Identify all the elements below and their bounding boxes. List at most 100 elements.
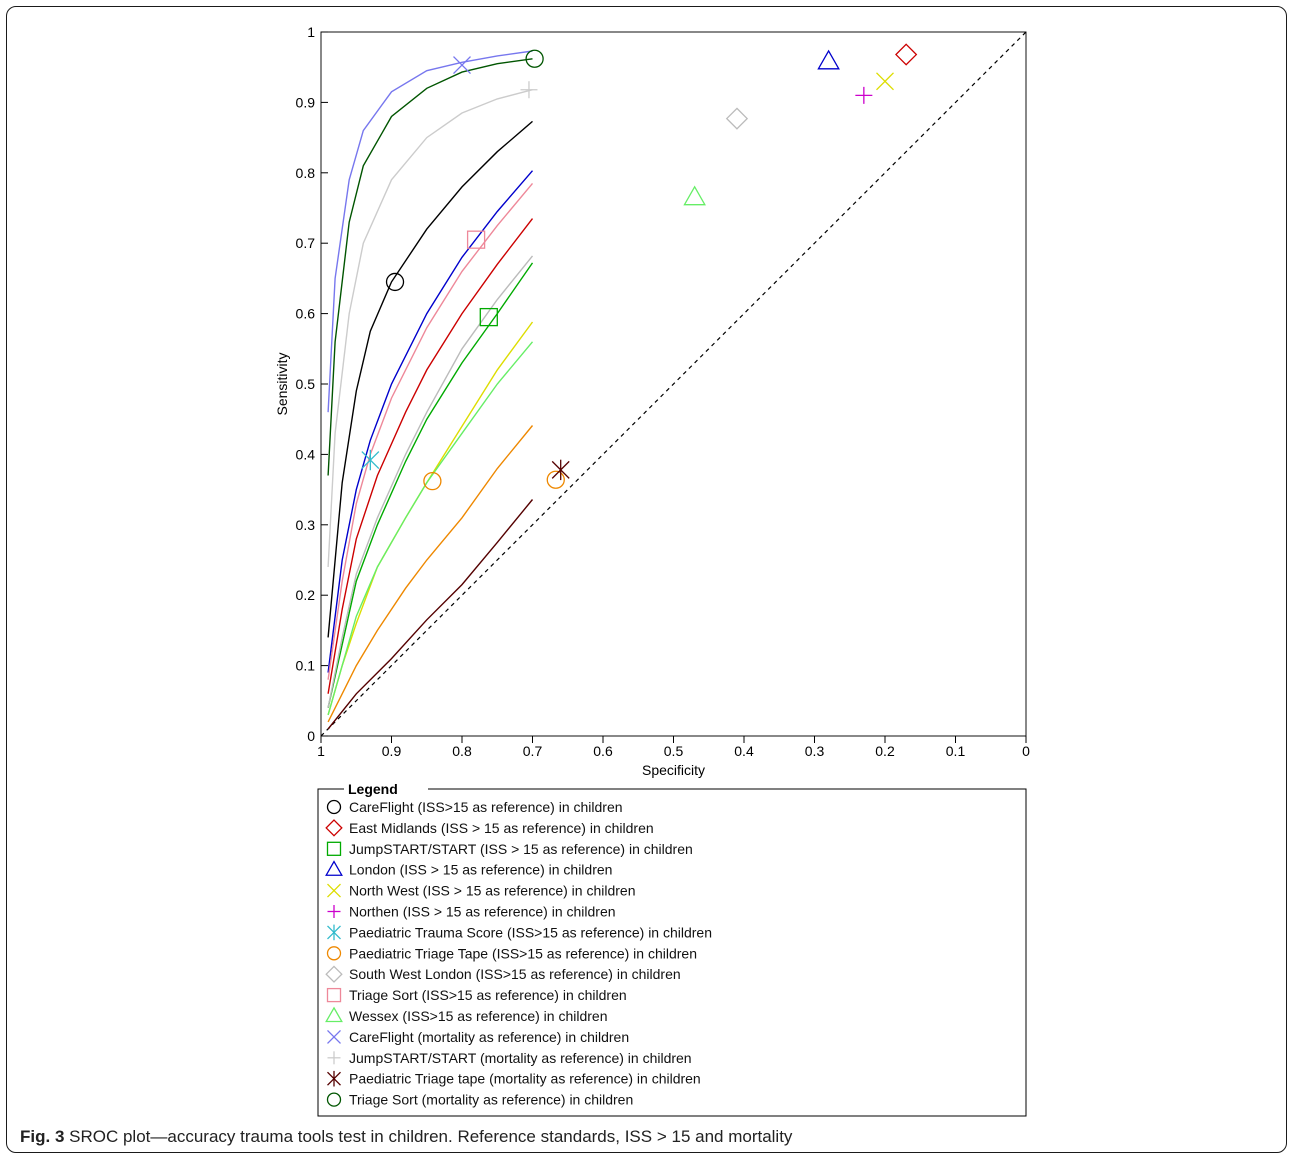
legend-label: CareFlight (ISS>15 as reference) in chil… bbox=[349, 799, 623, 815]
x-tick-label: 0.9 bbox=[382, 743, 402, 759]
sroc-chart: 1 0.9 0.8 0.7 0.6 0.5 0.4 0.3 0.2 0.1 0 0 0.1 0.2 0.3 0… bbox=[274, 24, 1030, 1117]
legend-marker bbox=[326, 799, 342, 815]
legend-marker bbox=[326, 987, 342, 1003]
sroc-curve-london-iss-15-as-reference-in-children bbox=[327, 170, 534, 673]
circle-shape bbox=[326, 1092, 342, 1107]
legend-label: Wessex (ISS>15 as reference) in children bbox=[349, 1008, 607, 1024]
point-north-west-iss-15-as-reference-in-children bbox=[876, 72, 894, 91]
x-tick-label: 0.6 bbox=[593, 743, 613, 759]
y-tick-label: 0.6 bbox=[296, 306, 316, 322]
legend-marker bbox=[325, 965, 343, 983]
y-tick-label: 0.2 bbox=[296, 587, 316, 603]
legend-label: North West (ISS > 15 as reference) in ch… bbox=[349, 883, 635, 899]
legend-item-wessex-iss-15-as-reference-in-children: Wessex (ISS>15 as reference) in children bbox=[325, 1006, 607, 1024]
axes: 1 0.9 0.8 0.7 0.6 0.5 0.4 0.3 0.2 0.1 0 0 0.1 0.2 0.3 0… bbox=[274, 24, 1030, 778]
legend-item-north-west-iss-15-as-reference-in-children: North West (ISS > 15 as reference) in ch… bbox=[327, 883, 635, 899]
circle-shape bbox=[326, 946, 342, 961]
legend-marker bbox=[327, 1051, 341, 1065]
circle-shape bbox=[546, 470, 565, 489]
legend-label: London (ISS > 15 as reference) in childr… bbox=[349, 862, 612, 878]
point-south-west-london-iss-15-as-reference-in-children bbox=[725, 107, 749, 130]
legend-item-london-iss-15-as-reference-in-children: London (ISS > 15 as reference) in childr… bbox=[325, 860, 612, 878]
sroc-curves bbox=[327, 50, 534, 730]
x-stroke-b bbox=[327, 883, 341, 898]
point-east-midlands-iss-15-as-reference-in-children bbox=[895, 43, 918, 66]
legend-title-bg bbox=[344, 780, 428, 798]
sroc-curve-careflight-mortality-as-reference-in-children bbox=[327, 50, 533, 413]
circle-shape bbox=[423, 472, 442, 491]
x-stroke-b bbox=[453, 56, 471, 75]
study-markers bbox=[361, 43, 918, 491]
legend-label: East Midlands (ISS > 15 as reference) in… bbox=[349, 820, 654, 836]
legend-label: CareFlight (mortality as reference) in c… bbox=[349, 1029, 629, 1045]
diamond-shape bbox=[895, 43, 918, 66]
legend-marker bbox=[326, 1092, 342, 1107]
y-tick-label: 0.4 bbox=[296, 446, 316, 462]
sroc-curve-triage-sort-iss-15-as-reference-in-children bbox=[327, 182, 534, 680]
legend-label: Paediatric Triage tape (mortality as ref… bbox=[349, 1071, 701, 1087]
legend-item-paediatric-triage-tape-iss-15-as-reference-in-children: Paediatric Triage Tape (ISS>15 as refere… bbox=[326, 945, 697, 961]
point-paediatric-triage-tape-mortality-as-reference-in-children bbox=[551, 459, 570, 481]
point-london-iss-15-as-reference-in-children bbox=[817, 49, 840, 70]
legend-item-east-midlands-iss-15-as-reference-in-children: East Midlands (ISS > 15 as reference) in… bbox=[325, 819, 654, 837]
legend-marker bbox=[327, 1070, 341, 1087]
triangle-shape bbox=[683, 185, 706, 206]
y-tick-label: 0.8 bbox=[296, 165, 316, 181]
point-northen-iss-15-as-reference-in-children bbox=[855, 86, 873, 104]
legend-label: Triage Sort (mortality as reference) in … bbox=[349, 1092, 633, 1108]
legend-item-triage-sort-mortality-as-reference-in-children: Triage Sort (mortality as reference) in … bbox=[326, 1092, 633, 1108]
legend-item-paediatric-trauma-score-iss-15-as-reference-in-children: Paediatric Trauma Score (ISS>15 as refer… bbox=[327, 924, 712, 940]
x-stroke-b bbox=[876, 72, 894, 91]
legend-marker bbox=[325, 819, 343, 837]
point-paediatric-trauma-score-iss-15-as-reference-in-children bbox=[361, 449, 380, 471]
square-shape bbox=[466, 230, 486, 249]
sroc-curve-wessex-iss-15-as-reference-in-children bbox=[327, 341, 534, 716]
x-tick-label: 0.7 bbox=[523, 743, 543, 759]
circle-shape bbox=[525, 49, 544, 68]
point-paediatric-triage-tape-iss-15-as-reference-in-children-1 bbox=[423, 472, 442, 491]
caption-label: Fig. 3 bbox=[20, 1127, 65, 1146]
plot-area bbox=[320, 31, 1027, 737]
legend-label: Triage Sort (ISS>15 as reference) in chi… bbox=[349, 987, 627, 1003]
legend-item-paediatric-triage-tape-mortality-as-reference-in-children: Paediatric Triage tape (mortality as ref… bbox=[327, 1070, 701, 1087]
y-tick-label: 0.7 bbox=[296, 235, 316, 251]
y-tick-label: 0.1 bbox=[296, 658, 316, 674]
triangle-shape bbox=[325, 860, 343, 876]
point-triage-sort-iss-15-as-reference-in-children bbox=[466, 230, 486, 249]
y-tick-label: 0 bbox=[307, 728, 315, 744]
legend-title: Legend bbox=[348, 781, 398, 797]
legend-marker bbox=[326, 841, 342, 856]
legend: Legend CareFlight (ISS>15 as reference) i… bbox=[317, 780, 1027, 1117]
point-triage-sort-mortality-as-reference-in-children bbox=[525, 49, 544, 68]
x-tick-label: 0.3 bbox=[805, 743, 825, 759]
x-tick-label: 0 bbox=[1022, 743, 1030, 759]
y-axis-label: Sensitivity bbox=[274, 352, 290, 415]
circle-shape bbox=[326, 799, 342, 815]
legend-marker bbox=[327, 1029, 341, 1044]
legend-label: Northen (ISS > 15 as reference) in child… bbox=[349, 904, 616, 920]
legend-marker bbox=[325, 1006, 343, 1023]
diamond-shape bbox=[325, 965, 343, 983]
y-tick-label: 1 bbox=[307, 24, 315, 40]
point-paediatric-triage-tape-iss-15-as-reference-in-children-2 bbox=[546, 470, 565, 489]
figure-caption: Fig. 3 SROC plot—accuracy trauma tools t… bbox=[20, 1127, 792, 1147]
legend-item-careflight-mortality-as-reference-in-children: CareFlight (mortality as reference) in c… bbox=[327, 1029, 629, 1045]
legend-item-jumpstart-start-mortality-as-reference-in-children: JumpSTART/START (mortality as reference)… bbox=[327, 1050, 692, 1066]
sroc-curve-careflight-iss-15-as-reference-in-children bbox=[327, 120, 533, 638]
point-careflight-mortality-as-reference-in-children bbox=[453, 56, 471, 75]
legend-marker bbox=[326, 946, 342, 961]
figure-frame bbox=[6, 6, 1287, 1153]
legend-label: Paediatric Triage Tape (ISS>15 as refere… bbox=[349, 945, 697, 961]
legend-label: JumpSTART/START (ISS > 15 as reference) … bbox=[349, 841, 693, 857]
square-shape bbox=[326, 841, 342, 856]
diamond-shape bbox=[725, 107, 749, 130]
legend-item-careflight-iss-15-as-reference-in-children: CareFlight (ISS>15 as reference) in chil… bbox=[326, 799, 623, 815]
legend-item-jumpstart-start-iss-15-as-reference-in-children: JumpSTART/START (ISS > 15 as reference) … bbox=[326, 841, 693, 857]
diamond-shape bbox=[325, 819, 343, 837]
plot-border bbox=[320, 31, 1027, 737]
sroc-curve-jumpstart-start-iss-15-as-reference-in-children bbox=[327, 262, 534, 708]
x-tick-label: 1 bbox=[317, 743, 325, 759]
sroc-curve-triage-sort-mortality-as-reference-in-children bbox=[327, 58, 533, 476]
sroc-curve-paediatric-triage-tape-mortality-as-reference-in-children bbox=[327, 499, 534, 730]
legend-label: South West London (ISS>15 as reference) … bbox=[349, 966, 681, 982]
